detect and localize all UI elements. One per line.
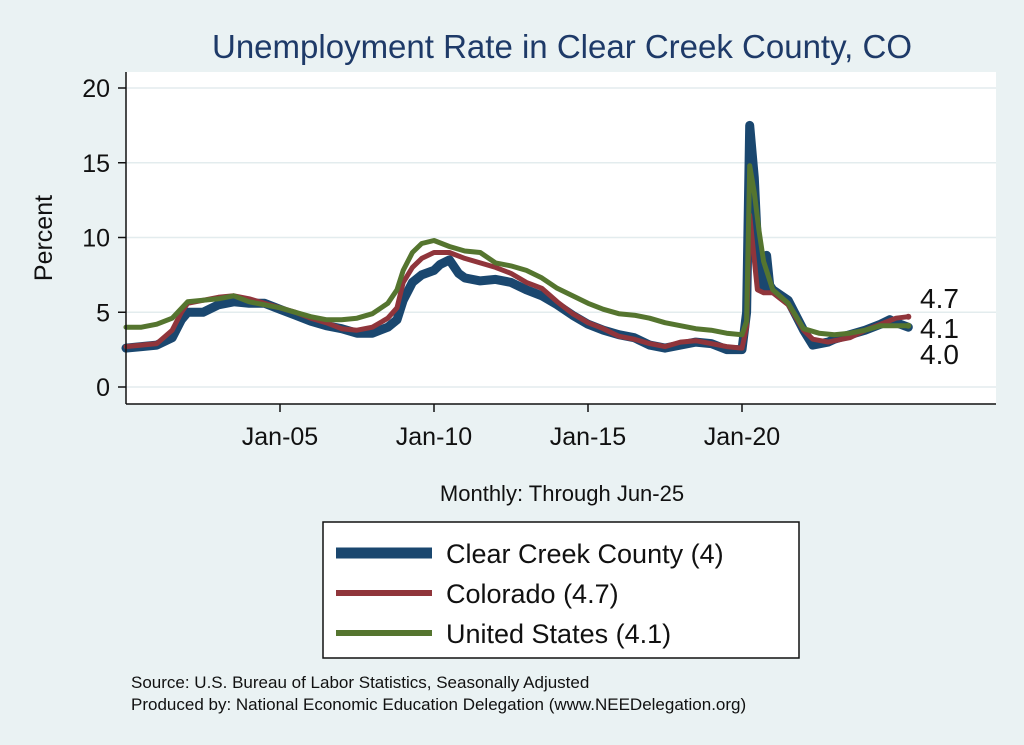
x-tick-label: Jan-20 — [704, 423, 780, 451]
series-end-label: 4.0 — [920, 339, 959, 370]
x-tick-label: Jan-05 — [242, 423, 318, 451]
legend: Clear Creek County (4) Colorado (4.7) Unit… — [336, 539, 724, 649]
y-axis-title: Percent — [30, 195, 58, 281]
chart-title: Unemployment Rate in Clear Creek County,… — [212, 28, 912, 65]
y-tick-label: 5 — [96, 299, 110, 327]
series-layer — [121, 120, 913, 355]
legend-label-1: Colorado (4.7) — [446, 579, 619, 609]
x-axis-title: Monthly: Through Jun-25 — [440, 481, 684, 506]
y-tick-label: 0 — [96, 374, 110, 402]
legend-label-0: Clear Creek County (4) — [446, 539, 724, 569]
series-end-label: 4.1 — [920, 313, 959, 344]
y-tick-label: 15 — [82, 150, 110, 178]
series-end-point-1 — [905, 313, 912, 320]
series-line-2 — [123, 163, 911, 338]
y-tick-label: 10 — [82, 225, 110, 253]
legend-label-2: United States (4.1) — [446, 619, 671, 649]
series-end-point-2 — [905, 322, 912, 329]
series-end-label: 4.7 — [920, 283, 959, 314]
producer-note: Produced by: National Economic Education… — [131, 695, 746, 714]
source-note: Source: U.S. Bureau of Labor Statistics,… — [131, 673, 589, 692]
x-tick-label: Jan-10 — [396, 423, 472, 451]
y-tick-label: 20 — [82, 75, 110, 103]
x-axis-ticks: Jan-05 Jan-10 Jan-15 Jan-20 — [242, 404, 780, 451]
end-labels: 4.74.14.0 — [920, 283, 959, 370]
x-tick-label: Jan-15 — [550, 423, 626, 451]
y-axis-ticks: 0 5 10 15 20 — [82, 75, 126, 402]
